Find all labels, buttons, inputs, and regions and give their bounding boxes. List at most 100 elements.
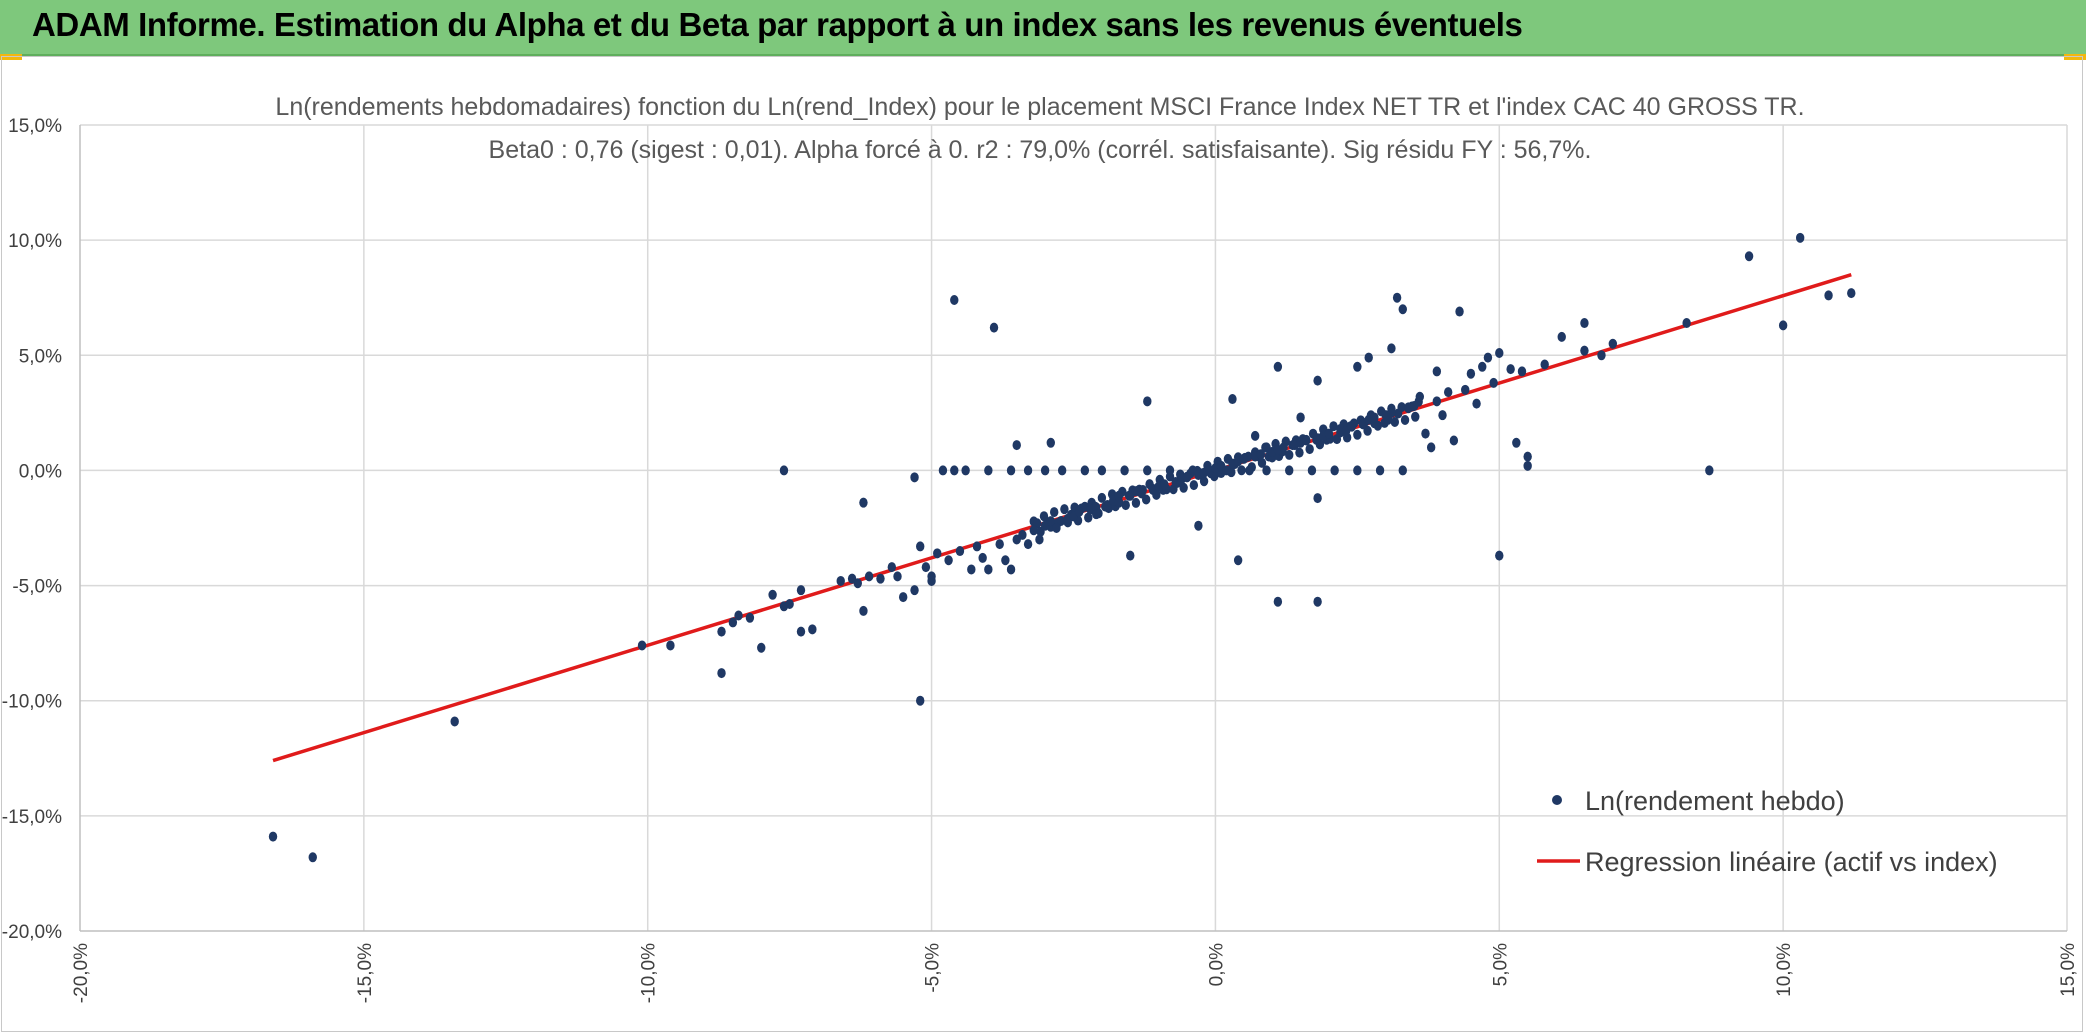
data-point — [972, 541, 982, 552]
data-point — [1472, 398, 1481, 409]
data-point — [796, 626, 806, 637]
data-point — [1143, 465, 1152, 476]
data-point — [1165, 465, 1175, 476]
data-point — [1237, 465, 1246, 476]
data-point — [1409, 400, 1419, 411]
y-tick-labels: 15,0% 10,0% 5,0% 0,0% -5,0% -10,0% -15,0% -20,0… — [2, 116, 62, 943]
x-tick-labels: -20,0% -15,0% -10,0% -5,0% 0,0% 5,0% 10,0% 15,0… — [71, 943, 2079, 1003]
y-tick-label: -10,0% — [2, 692, 62, 713]
data-point — [1744, 251, 1754, 262]
data-point — [1239, 453, 1249, 464]
data-point — [1285, 465, 1294, 476]
data-point — [938, 465, 948, 476]
data-point — [1084, 512, 1093, 523]
data-point — [961, 465, 970, 476]
data-point — [1313, 596, 1322, 607]
data-point — [1060, 504, 1069, 515]
data-point — [717, 668, 726, 679]
data-point — [836, 575, 845, 586]
data-point — [1137, 488, 1146, 499]
data-point — [1097, 465, 1107, 476]
data-point — [984, 465, 993, 476]
data-point — [1364, 352, 1373, 363]
data-point — [1432, 366, 1442, 377]
data-point — [1245, 465, 1254, 476]
x-tick-label: -5,0% — [923, 943, 944, 993]
data-point — [785, 598, 794, 609]
data-point — [910, 585, 919, 596]
data-points — [268, 232, 1856, 863]
legend-point-marker — [1552, 795, 1562, 805]
legend: Ln(rendement hebdo) Regression linéaire … — [1537, 786, 1998, 877]
data-point — [1390, 416, 1400, 427]
data-point — [1046, 516, 1055, 527]
data-point — [1222, 465, 1231, 476]
data-point — [1353, 429, 1362, 440]
data-point — [1540, 359, 1549, 370]
x-tick-label: -20,0% — [71, 943, 92, 1003]
data-point — [1295, 447, 1304, 458]
data-point — [1114, 490, 1124, 501]
data-point — [1285, 449, 1294, 460]
data-point — [1778, 320, 1788, 331]
data-point — [1597, 350, 1606, 361]
data-point — [887, 562, 897, 573]
banner-corner-accent-left — [0, 54, 22, 60]
data-point — [728, 617, 738, 628]
data-point — [1461, 384, 1470, 395]
data-point — [1080, 465, 1090, 476]
data-point — [876, 573, 885, 584]
data-point — [1052, 523, 1061, 533]
data-point — [1092, 502, 1101, 513]
data-point — [1495, 347, 1504, 358]
data-point — [1006, 465, 1016, 476]
data-point — [1373, 420, 1382, 431]
y-tick-label: 15,0% — [8, 116, 62, 137]
x-tick-label: 0,0% — [1206, 943, 1227, 986]
data-point — [1580, 345, 1589, 356]
data-point — [308, 852, 317, 863]
y-tick-label: -15,0% — [2, 807, 62, 828]
data-point — [1387, 343, 1396, 354]
data-point — [1478, 361, 1487, 372]
data-point — [1049, 507, 1059, 518]
data-point — [1347, 421, 1356, 432]
data-point — [1307, 465, 1317, 476]
data-point — [745, 612, 755, 623]
data-point — [1006, 564, 1016, 575]
legend-label-line: Regression linéaire (actif vs index) — [1585, 847, 1998, 877]
chart-frame — [1, 56, 2083, 1032]
data-point — [1313, 493, 1322, 504]
y-tick-label: -20,0% — [2, 922, 62, 943]
data-point — [967, 564, 976, 575]
data-point — [734, 610, 743, 621]
data-point — [1449, 435, 1459, 446]
data-point — [1324, 428, 1334, 439]
chart-title: Ln(rendements hebdomadaires) fonction du… — [275, 93, 1804, 121]
data-point — [1257, 457, 1267, 468]
data-point — [1432, 396, 1442, 407]
data-point — [1580, 318, 1589, 329]
data-point — [666, 640, 675, 651]
data-point — [1387, 407, 1396, 418]
data-point — [1523, 460, 1532, 471]
data-point — [1353, 465, 1362, 476]
data-point — [933, 548, 942, 559]
data-point — [1398, 304, 1407, 315]
y-tick-label: -5,0% — [12, 577, 62, 598]
data-point — [1483, 352, 1493, 363]
data-point — [1455, 306, 1464, 317]
data-point — [1057, 465, 1067, 476]
data-point — [1705, 465, 1714, 476]
data-point — [1182, 472, 1192, 483]
data-point — [779, 465, 789, 476]
data-point — [1517, 366, 1527, 377]
data-point — [1262, 465, 1271, 476]
data-point — [1273, 596, 1283, 607]
data-point — [1046, 437, 1055, 448]
data-point — [1392, 292, 1402, 303]
data-point — [1370, 412, 1379, 423]
data-point — [1256, 449, 1266, 460]
data-point — [1126, 550, 1135, 561]
